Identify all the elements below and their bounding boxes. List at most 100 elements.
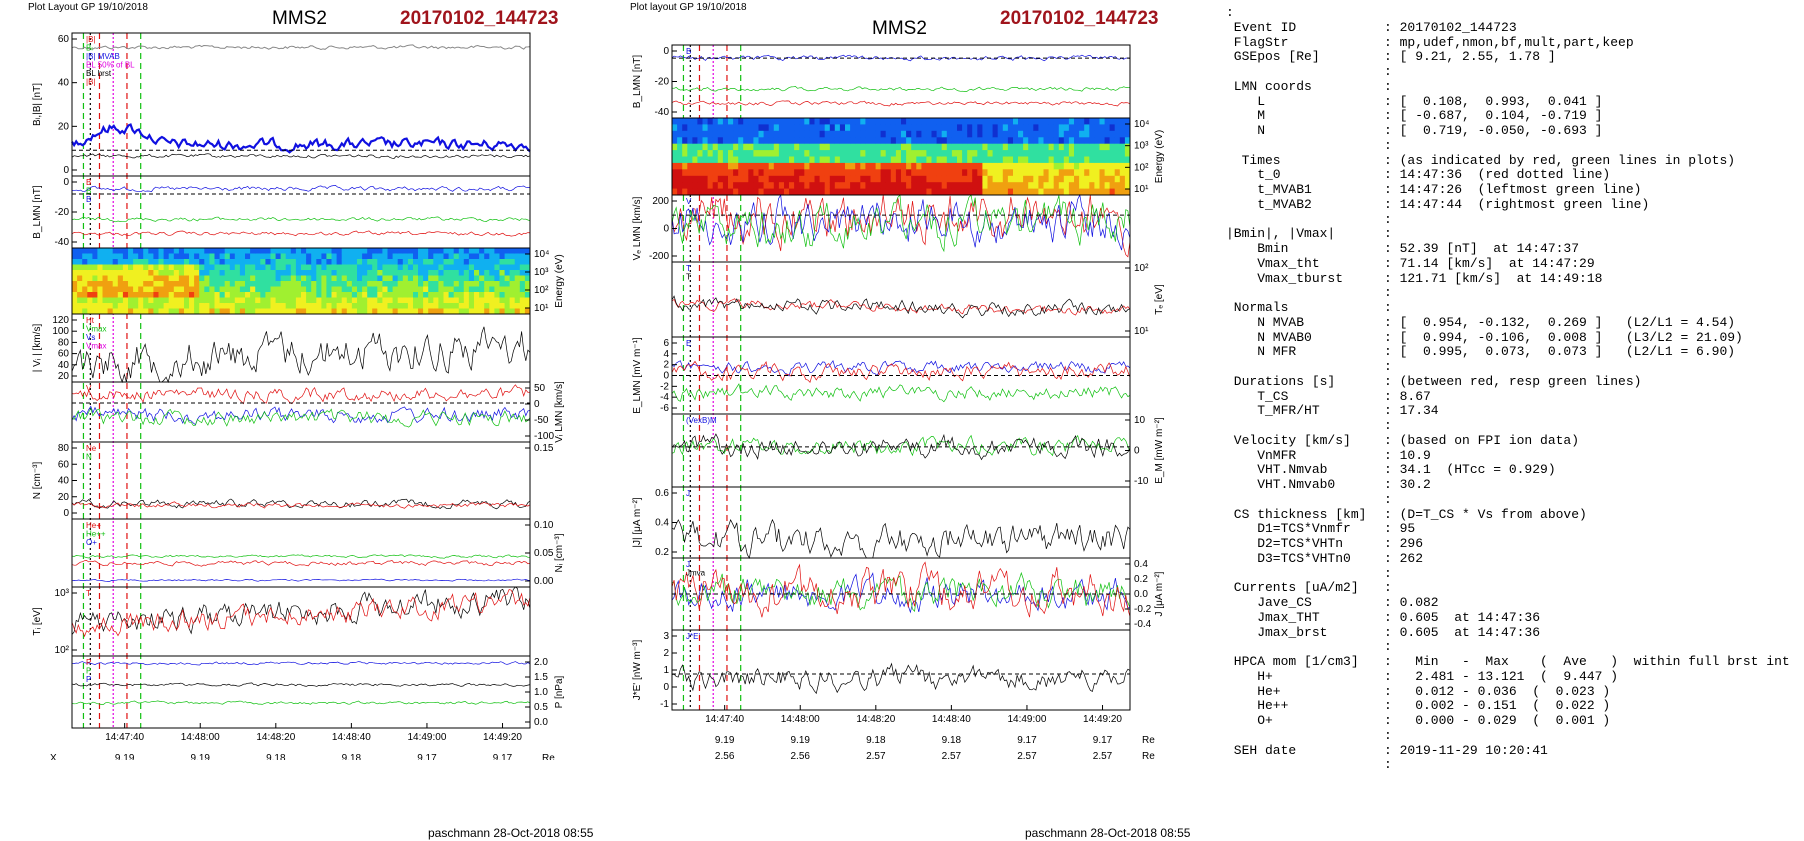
spectrogram-cell	[102, 253, 108, 260]
spectrogram-cell	[387, 248, 393, 254]
spectrogram-cell	[428, 297, 434, 304]
axis-label: Nᵢ [cm⁻³]	[554, 533, 565, 572]
info-key: CS thickness [km]	[1226, 506, 1367, 522]
spectrogram-cell	[1033, 150, 1039, 157]
spectrogram-cell	[128, 248, 134, 254]
spectrogram-cell	[117, 248, 124, 254]
spectrogram-cell	[301, 248, 307, 254]
spectrogram-cell	[234, 308, 241, 315]
spectrogram-cell	[72, 264, 78, 271]
spectrogram-cell	[1053, 162, 1060, 170]
spectrogram-cell	[677, 182, 683, 189]
spectrogram-cell	[972, 156, 978, 164]
spectrogram-cell	[728, 162, 734, 170]
spectrogram-cell	[753, 182, 759, 189]
spectrogram-cell	[931, 162, 937, 170]
spectrogram-cell	[397, 259, 404, 265]
spectrogram-cell	[239, 248, 246, 254]
spectrogram-cell	[677, 124, 683, 132]
spectrogram	[672, 118, 1131, 196]
spectrogram-cell	[906, 143, 912, 151]
spectrogram-cell	[245, 286, 251, 293]
spectrogram-cell	[1104, 143, 1111, 151]
spectrogram-cell	[514, 292, 521, 298]
spectrogram-cell	[1099, 137, 1105, 145]
spectrogram-cell	[997, 130, 1004, 138]
spectrogram-cell	[204, 248, 210, 254]
position-unit: Re	[542, 753, 555, 760]
spectrogram-cell	[82, 248, 88, 254]
info-row: H+: 2.481 - 13.121 ( 9.447 )	[1226, 669, 1800, 685]
tick-label: 4	[663, 349, 669, 360]
spectrogram-cell	[1124, 156, 1131, 164]
spectrogram-cell	[265, 253, 271, 260]
spectrogram-cell	[357, 297, 363, 304]
spectrogram-cell	[962, 150, 968, 157]
spectrogram-cell	[707, 130, 714, 138]
spectrogram-cell	[972, 162, 978, 170]
tick-label: -2	[660, 381, 669, 392]
spectrogram-cell	[448, 275, 455, 282]
spectrogram-cell	[499, 303, 505, 309]
spectrogram-cell	[77, 259, 83, 265]
legend-label: (VexB)M	[686, 416, 717, 425]
spectrogram-cell	[1089, 182, 1095, 189]
spectrogram-cell	[239, 270, 246, 276]
spectrogram-cell	[407, 308, 414, 315]
spectrogram-cell	[514, 253, 521, 260]
spectrogram-cell	[921, 169, 927, 177]
spectrogram-cell	[112, 248, 119, 254]
spectrogram-cell	[1084, 150, 1090, 157]
info-value: : 0.000 - 0.029 ( 0.001 )	[1384, 713, 1611, 728]
spectrogram-cell	[794, 175, 800, 183]
spectrogram-cell	[1119, 188, 1126, 196]
spectrogram-cell	[885, 143, 892, 151]
spectrogram-cell	[163, 286, 170, 293]
spectrogram-cell	[1099, 182, 1105, 189]
spectrogram-cell	[509, 292, 516, 298]
spectrogram-cell	[860, 162, 866, 170]
spectrogram-cell	[824, 150, 831, 157]
spectrogram-cell	[1079, 175, 1085, 183]
spectrogram-cell	[1033, 124, 1039, 132]
spectrogram-cell	[687, 169, 693, 177]
spectrogram-cell	[77, 264, 83, 271]
spectrogram-cell	[707, 162, 714, 170]
spectrogram-cell	[265, 292, 271, 298]
spectrogram-cell	[128, 275, 134, 282]
spectrogram-cell	[824, 188, 831, 196]
spectrogram-cell	[1013, 156, 1019, 164]
spectrogram-cell	[1048, 118, 1055, 125]
spectrogram-cell	[82, 292, 88, 298]
spectrogram-cell	[967, 124, 973, 132]
spectrogram-cell	[819, 130, 826, 138]
spectrogram-cell	[143, 286, 149, 293]
info-key: Currents [uA/m2]	[1226, 580, 1359, 596]
spectrogram-cell	[82, 286, 88, 293]
spectrogram-cell	[275, 248, 282, 254]
spectrogram-cell	[168, 253, 175, 260]
spectrogram-cell	[402, 292, 409, 298]
spectrogram-cell	[880, 156, 887, 164]
spectrogram-cell	[504, 292, 511, 298]
spectrogram-cell	[372, 275, 378, 282]
spectrogram-cell	[107, 303, 114, 309]
spectrogram-cell	[1002, 188, 1009, 196]
spectrogram-cell	[397, 297, 404, 304]
spectrogram-cell	[295, 259, 302, 265]
tick-label: 10²	[1134, 162, 1149, 173]
spectrogram-cell	[804, 162, 810, 170]
spectrogram-cell	[372, 303, 378, 309]
info-key: FlagStr	[1226, 34, 1289, 50]
spectrogram-cell	[967, 150, 973, 157]
spectrogram-cell	[214, 308, 220, 315]
spectrogram-cell	[1058, 137, 1065, 145]
spectrogram-cell	[367, 270, 373, 276]
spectrogram-cell	[443, 248, 449, 254]
spectrogram-cell	[133, 303, 139, 309]
spectrogram-cell	[906, 118, 912, 125]
spectrogram-cell	[214, 275, 220, 282]
spectrogram-cell	[1124, 182, 1131, 189]
spectrogram-cell	[407, 297, 414, 304]
